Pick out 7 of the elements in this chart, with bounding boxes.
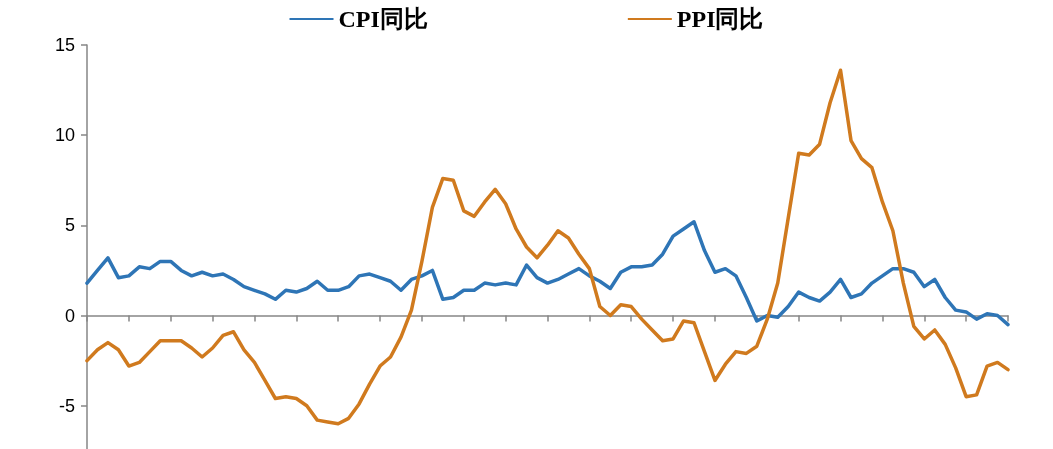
y-tick-label: 0 — [64, 305, 75, 326]
y-tick-label: 10 — [54, 125, 75, 146]
legend-label: PPI同比 — [676, 6, 764, 32]
y-tick-label: -5 — [58, 395, 75, 416]
legend-label: CPI同比 — [338, 6, 428, 32]
y-tick-label: 15 — [54, 35, 75, 55]
y-tick-label: 5 — [64, 215, 75, 236]
